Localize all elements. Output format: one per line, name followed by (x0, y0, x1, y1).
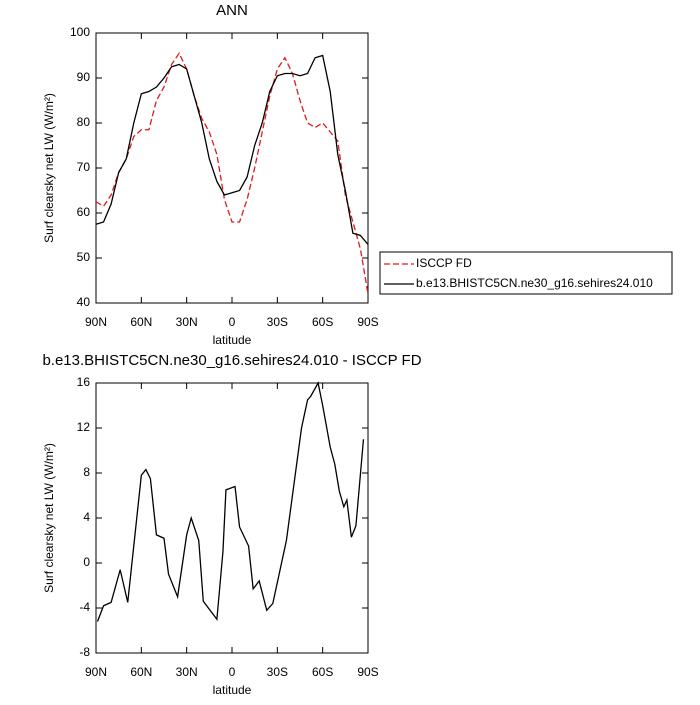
x-tick-label: 90N (85, 315, 107, 329)
x-axis-label: latitude (213, 333, 252, 347)
x-tick-label: 90S (357, 665, 378, 679)
y-tick-label: 60 (77, 205, 91, 219)
y-axis-label: Surf clearsky net LW (W/m²) (42, 93, 56, 243)
data-line (95, 51, 369, 295)
data-line (95, 54, 369, 245)
x-tick-label: 30S (267, 315, 288, 329)
y-tick-label: 16 (77, 375, 91, 389)
y-tick-label: 4 (83, 510, 90, 524)
y-axis-label: Surf clearsky net LW (W/m²) (42, 443, 56, 593)
x-tick-label: 60N (130, 665, 152, 679)
plot-frame (95, 32, 369, 304)
legend-label: b.e13.BHISTC5CN.ne30_g16.sehires24.010 (416, 276, 653, 290)
x-tick-label: 0 (229, 665, 236, 679)
x-axis-label: latitude (213, 683, 252, 697)
legend-box (379, 251, 673, 295)
y-tick-label: 50 (77, 250, 91, 264)
y-tick-label: 80 (77, 115, 91, 129)
y-tick-label: -8 (79, 645, 90, 659)
y-tick-label: 100 (70, 25, 90, 39)
y-tick-label: 0 (83, 555, 90, 569)
data-line (96, 381, 365, 622)
chart-title: ANN (216, 2, 248, 19)
x-tick-label: 30N (176, 315, 198, 329)
y-tick-label: -4 (79, 600, 90, 614)
x-tick-label: 90S (357, 315, 378, 329)
x-tick-label: 60S (312, 665, 333, 679)
chart-title: b.e13.BHISTC5CN.ne30_g16.sehires24.010 -… (42, 352, 421, 369)
x-tick-label: 90N (85, 665, 107, 679)
y-tick-label: 70 (77, 160, 91, 174)
x-tick-label: 0 (229, 315, 236, 329)
y-tick-label: 40 (77, 295, 91, 309)
x-tick-label: 30N (176, 665, 198, 679)
x-tick-label: 60N (130, 315, 152, 329)
y-tick-label: 90 (77, 70, 91, 84)
legend-label: ISCCP FD (416, 256, 472, 270)
y-tick-label: 12 (77, 420, 91, 434)
x-tick-label: 60S (312, 315, 333, 329)
x-tick-label: 30S (267, 665, 288, 679)
y-tick-label: 8 (83, 465, 90, 479)
